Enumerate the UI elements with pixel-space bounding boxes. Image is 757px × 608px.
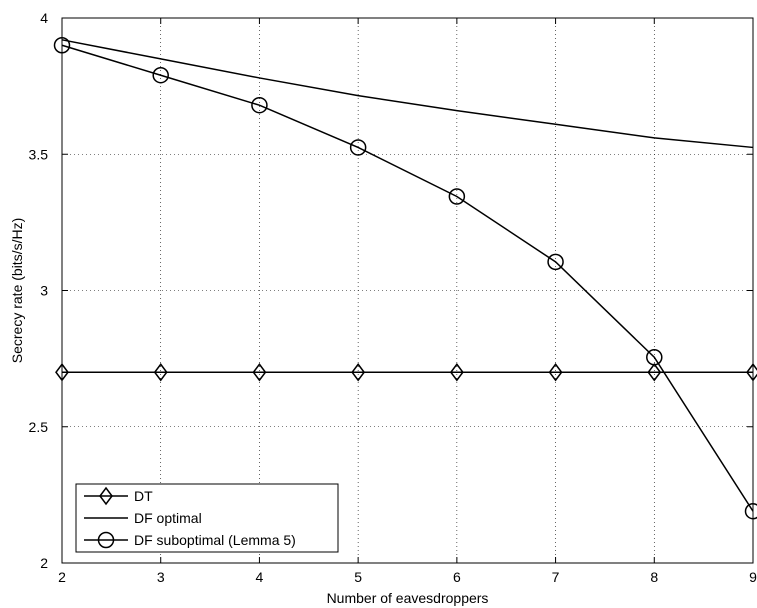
data-point-dt [55,363,69,382]
x-tick-label: 2 [58,569,66,585]
legend-marker-dt [99,486,113,506]
data-point-dt [746,363,757,382]
data-point-dt [449,363,464,382]
data-point-df-suboptimal-lemma-5 [53,37,71,54]
data-point-df-suboptimal-lemma-5 [646,349,663,366]
data-point-df-suboptimal-lemma-5 [349,139,367,156]
series-group [53,37,757,520]
data-point-df-suboptimal-lemma-5 [251,96,268,114]
x-tick-label: 6 [453,569,461,585]
data-point-dt [647,363,662,382]
x-tick-label: 4 [256,569,264,585]
plot-frame [61,17,754,564]
data-point-dt [252,362,267,382]
legend-label: DT [134,488,153,504]
legend-marker-df-suboptimal-lemma-5 [97,531,115,549]
y-tick-label: 2.5 [29,419,49,435]
grid [62,18,753,563]
x-tick-label: 9 [749,569,757,585]
y-axis-label: Secrecy rate (bits/s/Hz) [9,218,25,363]
data-point-df-suboptimal-lemma-5 [448,188,466,205]
x-tick-label: 7 [552,569,560,585]
axis-ticks: 2 3 4 5 6 7 8 9 2 2.5 3 3.5 4 [29,10,757,585]
series-line-df-suboptimal-lemma-5 [61,44,754,512]
data-point-df-suboptimal-lemma-5 [547,253,564,271]
data-point-dt [153,363,168,382]
x-tick-label: 3 [157,569,165,585]
data-point-df-suboptimal-lemma-5 [152,66,169,84]
data-point-dt [548,363,563,382]
legend-label: DF suboptimal (Lemma 5) [134,532,296,548]
legend: DT DF optimal DF suboptimal (Lemma 5) [75,483,339,553]
x-tick-label: 5 [354,569,362,585]
x-tick-label: 8 [650,569,658,585]
x-axis-label: Number of eavesdroppers [327,590,489,606]
y-tick-label: 2 [40,555,48,571]
y-tick-label: 3.5 [29,146,49,162]
series-line-df-optimal [61,39,754,149]
data-point-df-suboptimal-lemma-5 [744,502,757,520]
y-tick-label: 3 [40,283,48,299]
data-point-dt [351,363,366,382]
y-tick-label: 4 [40,10,48,26]
legend-label: DF optimal [134,510,202,526]
